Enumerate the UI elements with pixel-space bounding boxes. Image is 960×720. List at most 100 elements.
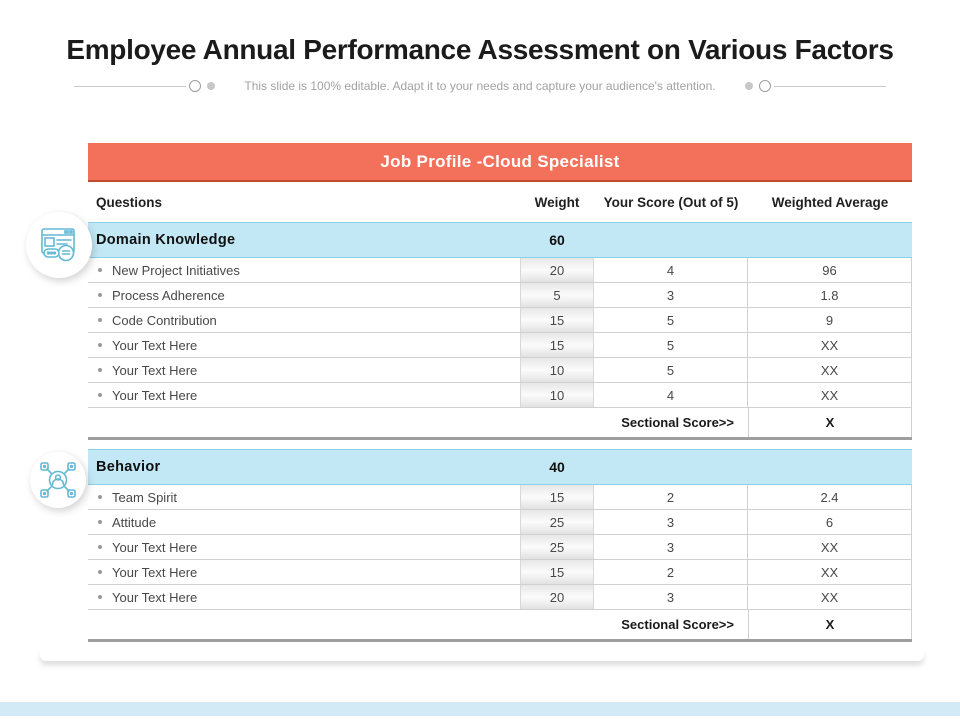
question-label: Your Text Here — [112, 539, 198, 555]
bullet-icon — [98, 293, 102, 297]
table-row: Code Contribution 15 5 9 — [88, 308, 912, 333]
question-cell: Team Spirit — [88, 485, 520, 509]
weight-cell: 25 — [520, 510, 594, 534]
weighted-average-cell: XX — [748, 585, 912, 609]
weighted-average-cell: XX — [748, 383, 912, 407]
column-header-weight: Weight — [534, 194, 580, 210]
web-page-settings-icon — [26, 212, 92, 278]
score-cell: 3 — [594, 585, 748, 609]
question-cell: Your Text Here — [88, 333, 520, 357]
bullet-icon — [98, 545, 102, 549]
divider-line-right — [773, 85, 886, 87]
question-label: Code Contribution — [112, 312, 217, 328]
employee-network-icon — [30, 452, 86, 508]
stacked-page-edge — [40, 649, 924, 661]
weight-cell: 5 — [520, 283, 594, 307]
score-cell: 5 — [594, 333, 748, 357]
column-header-weighted-average: Weighted Average — [771, 194, 889, 210]
table-row: Your Text Here 10 5 XX — [88, 358, 912, 383]
section-weight: 40 — [549, 459, 565, 475]
weighted-average-cell: 6 — [748, 510, 912, 534]
weight-cell: 15 — [520, 308, 594, 332]
question-cell: Your Text Here — [88, 585, 520, 609]
score-cell: 3 — [594, 535, 748, 559]
weight-cell: 15 — [520, 333, 594, 357]
column-header-questions: Questions — [96, 194, 163, 210]
question-cell: New Project Initiatives — [88, 258, 520, 282]
question-label: Your Text Here — [112, 589, 198, 605]
bullet-icon — [98, 520, 102, 524]
question-cell: Your Text Here — [88, 358, 520, 382]
section-header-row: Behavior 40 — [88, 449, 912, 485]
bullet-icon — [98, 570, 102, 574]
weight-cell: 15 — [520, 560, 594, 584]
section-name: Domain Knowledge — [96, 232, 236, 248]
sectional-score-label: Sectional Score>> — [621, 617, 734, 632]
score-cell: 3 — [594, 283, 748, 307]
question-label: Your Text Here — [112, 564, 198, 580]
sectional-score-value: X — [748, 408, 912, 437]
divider-line-left — [74, 85, 187, 87]
weight-cell: 10 — [520, 383, 594, 407]
weighted-average-cell: XX — [748, 333, 912, 357]
score-cell: 5 — [594, 358, 748, 382]
employee-network-icon — [40, 462, 76, 498]
score-cell: 4 — [594, 258, 748, 282]
bullet-icon — [98, 343, 102, 347]
weight-cell: 15 — [520, 485, 594, 509]
table-row: Your Text Here 20 3 XX — [88, 585, 912, 610]
bullet-icon — [98, 595, 102, 599]
slide-subtitle: This slide is 100% editable. Adapt it to… — [244, 79, 716, 93]
question-label: Your Text Here — [112, 337, 198, 353]
filled-circle-icon — [744, 82, 753, 90]
weight-cell: 25 — [520, 535, 594, 559]
bullet-icon — [98, 393, 102, 397]
bullet-icon — [98, 368, 102, 372]
question-label: Attitude — [112, 514, 157, 530]
table-row: New Project Initiatives 20 4 96 — [88, 258, 912, 283]
column-header-score: Your Score (Out of 5) — [603, 194, 739, 210]
section-name: Behavior — [96, 459, 161, 475]
table-row: Your Text Here 10 4 XX — [88, 383, 912, 408]
table-body: Domain Knowledge 60 New Project Initiative… — [88, 222, 912, 642]
section-weight: 60 — [549, 232, 565, 248]
table-row: Team Spirit 15 2 2.4 — [88, 485, 912, 510]
score-cell: 3 — [594, 510, 748, 534]
section-header-row: Domain Knowledge 60 — [88, 222, 912, 258]
weighted-average-cell: 2.4 — [748, 485, 912, 509]
weighted-average-cell: 1.8 — [748, 283, 912, 307]
sectional-score-value: X — [748, 610, 912, 639]
table-section: Behavior 40 Team Spirit 15 2 2.4 Attitude 25 3 6 Y… — [88, 449, 912, 642]
open-circle-icon — [189, 80, 202, 92]
weighted-average-cell: 96 — [748, 258, 912, 282]
weighted-average-cell: XX — [748, 358, 912, 382]
filled-circle-icon — [207, 82, 216, 90]
weight-cell: 20 — [520, 258, 594, 282]
table-row: Your Text Here 15 5 XX — [88, 333, 912, 358]
question-cell: Your Text Here — [88, 535, 520, 559]
assessment-table: Job Profile -Cloud Specialist Questions … — [88, 143, 912, 642]
question-cell: Process Adherence — [88, 283, 520, 307]
table-row: Process Adherence 5 3 1.8 — [88, 283, 912, 308]
table-title-bar: Job Profile -Cloud Specialist — [88, 143, 912, 182]
score-cell: 2 — [594, 560, 748, 584]
weighted-average-cell: XX — [748, 535, 912, 559]
footer-accent-bar — [0, 702, 960, 716]
sectional-score-label: Sectional Score>> — [621, 415, 734, 430]
web-page-settings-icon — [41, 228, 75, 262]
weighted-average-cell: XX — [748, 560, 912, 584]
table-row: Attitude 25 3 6 — [88, 510, 912, 535]
table-row: Your Text Here 25 3 XX — [88, 535, 912, 560]
title-divider: This slide is 100% editable. Adapt it to… — [0, 78, 960, 94]
bullet-icon — [98, 495, 102, 499]
sectional-score-row: Sectional Score>> X — [88, 408, 912, 440]
question-label: Your Text Here — [112, 387, 198, 403]
weight-cell: 20 — [520, 585, 594, 609]
question-cell: Code Contribution — [88, 308, 520, 332]
question-label: Your Text Here — [112, 362, 198, 378]
question-label: New Project Initiatives — [112, 262, 240, 278]
question-label: Team Spirit — [112, 489, 178, 505]
table-column-header-row: Questions Weight Your Score (Out of 5) W… — [88, 182, 912, 222]
score-cell: 5 — [594, 308, 748, 332]
